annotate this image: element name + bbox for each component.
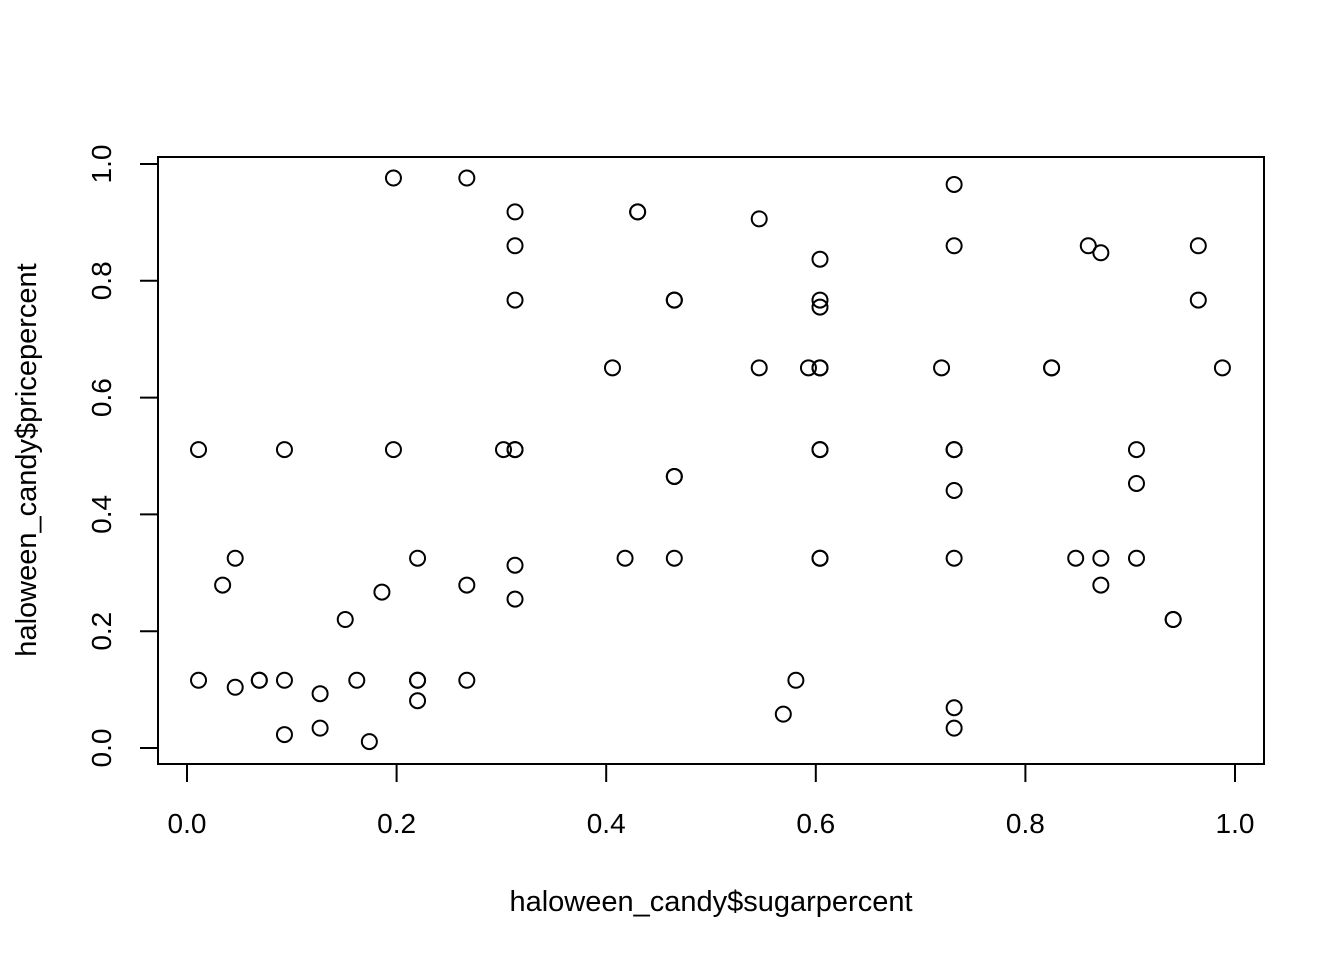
x-tick-label: 0.0 — [168, 808, 207, 839]
data-point — [945, 441, 963, 459]
data-point — [360, 733, 378, 751]
data-point — [1092, 549, 1110, 567]
data-point — [665, 291, 683, 309]
data-point — [787, 671, 805, 689]
data-point — [1067, 549, 1085, 567]
data-point — [214, 576, 232, 594]
plot-frame — [157, 156, 1265, 765]
y-tick-label: 0.6 — [86, 378, 117, 417]
data-point — [750, 359, 768, 377]
y-tick-label: 1.0 — [86, 145, 117, 184]
data-point — [506, 237, 524, 255]
data-point — [945, 175, 963, 193]
data-point — [336, 611, 354, 629]
data-point — [603, 359, 621, 377]
data-point — [373, 583, 391, 601]
data-point — [409, 692, 427, 710]
data-points — [190, 169, 1231, 751]
x-tick-label: 0.2 — [377, 808, 416, 839]
data-point — [506, 441, 524, 459]
data-point — [945, 481, 963, 499]
y-tick-label: 0.8 — [86, 261, 117, 300]
data-point — [1092, 576, 1110, 594]
y-tick-label: 0.0 — [86, 729, 117, 768]
data-point — [1092, 244, 1110, 262]
data-point — [409, 671, 427, 689]
data-point — [811, 250, 829, 268]
x-tick-label: 0.6 — [796, 808, 835, 839]
x-axis: 0.0 0.2 0.4 0.6 0.8 1.0 — [168, 763, 1255, 839]
data-point — [774, 705, 792, 723]
data-point — [311, 719, 329, 737]
data-point — [458, 671, 476, 689]
data-point — [311, 685, 329, 703]
data-point — [665, 549, 683, 567]
data-point — [1127, 549, 1145, 567]
y-tick-label: 0.4 — [86, 495, 117, 534]
data-point — [506, 590, 524, 608]
data-point — [506, 291, 524, 309]
data-point — [811, 298, 829, 316]
data-point — [190, 441, 208, 459]
data-point — [1127, 441, 1145, 459]
x-tick-label: 0.8 — [1006, 808, 1045, 839]
y-axis: 0.0 0.2 0.4 0.6 0.8 1.0 — [86, 145, 159, 768]
data-point — [945, 699, 963, 717]
data-point — [409, 549, 427, 567]
data-point — [616, 549, 634, 567]
data-point — [275, 671, 293, 689]
data-point — [811, 291, 829, 309]
data-point — [1189, 237, 1207, 255]
data-point — [811, 359, 829, 377]
data-point — [945, 719, 963, 737]
data-point — [1213, 359, 1231, 377]
data-point — [933, 359, 951, 377]
data-point — [1189, 291, 1207, 309]
data-point — [384, 441, 402, 459]
y-tick-label: 0.2 — [86, 612, 117, 651]
data-point — [1043, 359, 1061, 377]
data-point — [348, 671, 366, 689]
data-point — [275, 441, 293, 459]
data-point — [665, 467, 683, 485]
data-point — [1079, 237, 1097, 255]
x-axis-label: haloween_candy$sugarpercent — [509, 886, 912, 918]
data-point — [506, 203, 524, 221]
data-point — [811, 549, 829, 567]
data-point — [629, 203, 647, 221]
data-point — [1127, 474, 1145, 492]
data-point — [190, 671, 208, 689]
data-point — [945, 549, 963, 567]
data-point — [750, 210, 768, 228]
data-point — [811, 441, 829, 459]
data-point — [799, 359, 817, 377]
data-point — [226, 678, 244, 696]
x-tick-label: 1.0 — [1216, 808, 1255, 839]
data-point — [384, 169, 402, 187]
data-point — [1164, 611, 1182, 629]
x-tick-label: 0.4 — [587, 808, 626, 839]
data-point — [458, 169, 476, 187]
data-point — [945, 237, 963, 255]
data-point — [250, 671, 268, 689]
y-axis-label: haloween_candy$pricepercent — [11, 263, 43, 656]
data-point — [275, 726, 293, 744]
data-point — [506, 556, 524, 574]
data-point — [458, 576, 476, 594]
data-point — [494, 441, 512, 459]
data-point — [226, 549, 244, 567]
